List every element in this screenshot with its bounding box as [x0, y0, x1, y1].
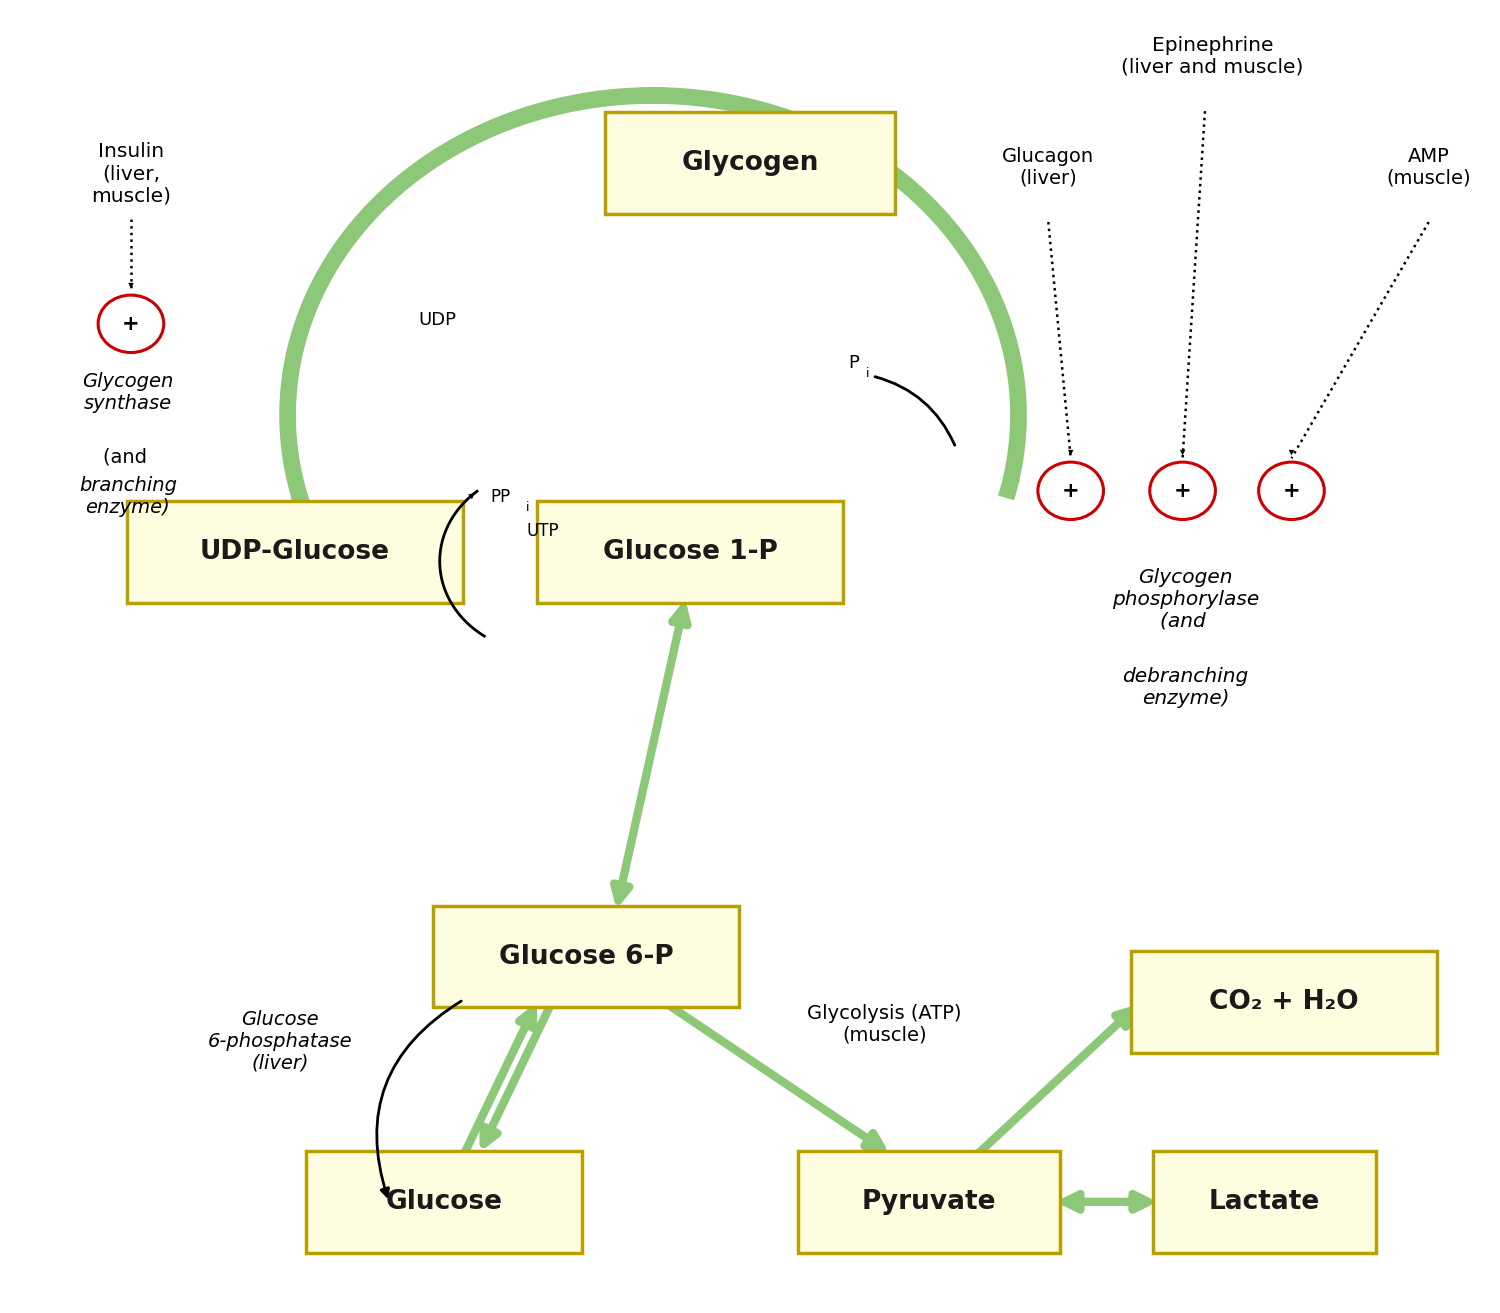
Text: (and: (and	[104, 448, 153, 466]
Text: Glycolysis (ATP)
(muscle): Glycolysis (ATP) (muscle)	[807, 1004, 962, 1045]
Text: +: +	[1062, 481, 1080, 500]
Circle shape	[1258, 462, 1324, 520]
Text: P: P	[847, 355, 859, 372]
Text: debranching
enzyme): debranching enzyme)	[1122, 667, 1248, 708]
Text: UDP: UDP	[419, 311, 458, 328]
Circle shape	[98, 295, 164, 352]
Text: branching
enzyme): branching enzyme)	[80, 477, 177, 517]
FancyArrowPatch shape	[663, 1002, 882, 1148]
Text: Epinephrine
(liver and muscle): Epinephrine (liver and muscle)	[1120, 35, 1304, 77]
Text: Glucose
6-phosphatase
(liver): Glucose 6-phosphatase (liver)	[209, 1010, 352, 1073]
FancyBboxPatch shape	[604, 113, 896, 214]
FancyArrowPatch shape	[1065, 1194, 1148, 1209]
Text: i: i	[526, 502, 530, 515]
FancyBboxPatch shape	[306, 1152, 582, 1253]
FancyBboxPatch shape	[433, 906, 740, 1007]
Circle shape	[1038, 462, 1104, 520]
Text: Insulin
(liver,
muscle): Insulin (liver, muscle)	[92, 142, 171, 205]
Text: +: +	[1282, 481, 1300, 500]
Text: +: +	[122, 314, 140, 334]
Text: +: +	[1174, 481, 1191, 500]
Text: AMP
(muscle): AMP (muscle)	[1386, 147, 1472, 188]
FancyBboxPatch shape	[128, 502, 463, 603]
FancyBboxPatch shape	[1131, 952, 1437, 1053]
Text: Glucose: Glucose	[386, 1188, 502, 1215]
FancyArrowPatch shape	[465, 1011, 532, 1153]
Circle shape	[1150, 462, 1215, 520]
FancyArrowPatch shape	[483, 1002, 552, 1144]
Text: Glucose 6-P: Glucose 6-P	[498, 944, 674, 969]
FancyBboxPatch shape	[798, 1152, 1059, 1253]
FancyArrowPatch shape	[614, 608, 687, 901]
Text: Glucagon
(liver): Glucagon (liver)	[1002, 147, 1095, 188]
Text: Lactate: Lactate	[1209, 1188, 1320, 1215]
Text: UTP: UTP	[526, 523, 560, 540]
Text: Glycogen
phosphorylase
(and: Glycogen phosphorylase (and	[1112, 567, 1258, 630]
Text: CO₂ + H₂O: CO₂ + H₂O	[1209, 989, 1359, 1015]
Text: Glucose 1-P: Glucose 1-P	[603, 540, 778, 565]
Text: UDP-Glucose: UDP-Glucose	[200, 540, 390, 565]
Text: Pyruvate: Pyruvate	[861, 1188, 996, 1215]
FancyArrowPatch shape	[980, 1011, 1132, 1153]
Text: Glycogen
synthase: Glycogen synthase	[82, 372, 174, 414]
FancyBboxPatch shape	[537, 502, 843, 603]
FancyBboxPatch shape	[1152, 1152, 1377, 1253]
Text: Glycogen: Glycogen	[681, 150, 819, 176]
Text: PP: PP	[490, 488, 510, 507]
Text: i: i	[867, 366, 870, 379]
